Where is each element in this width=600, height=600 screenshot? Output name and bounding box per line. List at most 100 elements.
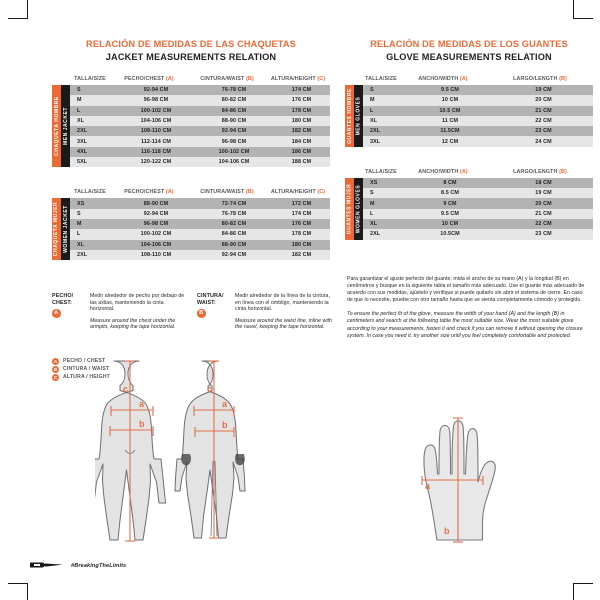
table-row: 3XL 112-114 CM 96-98 CM 184 CM [70,136,330,147]
table-row: L 10.5 CM 21 CM [363,105,593,116]
men-jacket-rows: S 92-94 CM 76-78 CM 174 CM M 96-98 CM 80-82 CM… [70,85,330,168]
col-header-width: ANCHO/WIDTH (A) [418,168,468,175]
men-gloves-rows: S 9.5 CM 19 CM M 10 CM 20 CM L 10.5 CM 21 CM XL 11… [363,85,593,147]
cell-size: 2XL [77,252,88,258]
men-jacket-rail-en: MEN JACKET [61,85,70,168]
cell-width: 8.5 CM [441,190,459,197]
cell-waist: 80-82 CM [221,97,247,104]
jackets-title-es: RELACIÓN DE MEDIDAS DE LAS CHAQUETAS [86,39,296,49]
cell-width: 10 CM [441,221,459,228]
measurement-instructions: PECHO/ CHEST: A Medir alrededor de pecho… [52,293,342,331]
table-row: M 9 CM 20 CM [363,198,593,209]
men-gloves-table: TALLA/SIZE ANCHO/WIDTH (A) LARGO/LENGTH … [345,76,593,147]
crop-mark-icon [573,583,593,584]
cell-size: 2XL [370,231,381,238]
table-row: M 96-98 CM 80-82 CM 176 CM [70,218,330,230]
crop-mark-icon [8,18,28,19]
cell-chest: 100-102 CM [140,107,172,114]
glove-fit-note: Para garantizar el ajuste perfecto del g… [347,276,585,340]
cell-chest: 120-122 CM [140,159,172,166]
cell-height: 172 CM [291,200,312,207]
cell-width: 11 CM [441,118,459,125]
cell-length: 21 CM [535,210,552,217]
cell-length: 20 CM [535,97,552,104]
cell-length: 20 CM [535,200,552,207]
cell-width: 8 CM [443,179,457,186]
cell-width: 10 CM [441,97,459,104]
instruction-chest-es: Medir alrededor de pecho por debajo de l… [90,293,185,313]
cell-waist: 84-86 CM [221,231,247,238]
glove-label-a: a [425,481,431,491]
crop-mark-icon [573,0,574,18]
man-figure: c a b [87,360,166,542]
cell-size: S [370,190,374,197]
cell-width: 9.5 CM [441,210,459,217]
cell-width: 10.5CM [440,231,460,238]
legend-item: C ALTURA / HEIGHT [52,373,147,381]
cell-chest: 116-118 CM [140,148,172,155]
table-row: XL 11 CM 22 CM [363,115,593,127]
cell-size: XL [370,221,378,228]
cell-waist: 76-78 CM [221,210,247,217]
col-header-height: ALTURA/HEIGHT (C) [270,189,326,196]
cell-chest: 92-94 CM [143,210,169,217]
legend-item-label: CINTURA / WAIST [63,366,110,372]
col-header-size: TALLA/SIZE [74,189,106,196]
woman-label-a: a [222,399,228,409]
footer: #BreakingTheLimits [30,561,126,570]
cell-height: 182 CM [291,128,312,135]
crop-mark-icon [27,583,28,600]
gloves-section: RELACIÓN DE MEDIDAS DE LOS GUANTES GLOVE… [345,38,593,240]
woman-label-c: c [207,384,212,394]
table-row: M 10 CM 20 CM [363,95,593,106]
crop-mark-icon [573,583,574,600]
badge-b-icon: B [52,365,59,373]
cell-size: XS [370,179,378,186]
badge-c-icon: C [52,373,59,381]
cell-width: 9.5 CM [441,87,459,94]
measurement-legend: A PECHO / CHEST B CINTURA / WAIST C ALTURA / … [52,357,147,381]
table-row: M 96-98 CM 80-82 CM 176 CM [70,95,330,106]
table-row: XL 104-106 CM 88-90 CM 180 CM [70,239,330,250]
cell-width: 11.5CM [440,128,460,135]
cell-size: XL [77,118,85,125]
cell-size: 3XL [370,138,381,145]
women-jacket-table-header: TALLA/SIZE PECHO/CHEST (A) CINTURA/WAIST… [52,189,330,198]
women-gloves-rail-es: GUANTES MUJER [345,177,354,240]
cell-length: 23 CM [535,231,552,238]
col-header-chest: PECHO/CHEST (A) [124,189,174,196]
cell-length: 23 CM [535,128,552,135]
legend-item: A PECHO / CHEST [52,357,147,365]
women-gloves-table: TALLA/SIZE ANCHO/WIDTH (A) LARGO/LENGTH … [345,169,593,240]
men-gloves-rail-en: MEN GLOVES [354,85,363,147]
cell-waist: 80-82 CM [221,221,247,228]
cell-chest: 108-110 CM [140,252,172,258]
table-row: XS 8 CM 18 CM [363,177,593,189]
cell-chest: 100-102 CM [140,231,172,238]
cell-chest: 108-110 CM [140,128,172,135]
legend-item: B CINTURA / WAIST [52,365,147,373]
cell-length: 22 CM [535,221,552,228]
cell-chest: 92-94 CM [143,87,169,94]
cell-waist: 92-94 CM [221,128,247,135]
cell-chest: 96-98 CM [143,97,169,104]
glove-fit-note-en: To ensure the perfect fit of the glove, … [347,311,583,339]
cell-height: 178 CM [291,231,312,238]
gloves-title-es: RELACIÓN DE MEDIDAS DE LOS GUANTES [370,39,568,49]
cell-length: 19 CM [535,190,552,197]
body-figures: c a b [87,358,340,553]
cell-width: 12 CM [441,138,459,145]
cell-waist: 96-98 CM [221,138,247,145]
cell-height: 174 CM [291,87,312,94]
col-header-height: ALTURA/HEIGHT (C) [270,76,326,82]
cell-size: L [370,107,374,114]
cell-size: L [77,107,81,114]
cell-waist: 88-90 CM [221,118,247,125]
cell-waist: 104-106 CM [218,159,250,166]
table-row: 2XL 108-110 CM 92-94 CM 182 CM [70,126,330,137]
woman-label-b: b [222,420,228,430]
cell-size: L [370,210,374,217]
col-header-size: TALLA/SIZE [365,76,397,82]
women-gloves-table-header: TALLA/SIZE ANCHO/WIDTH (A) LARGO/LENGTH … [345,169,593,178]
cell-waist: 72-74 CM [221,200,247,207]
